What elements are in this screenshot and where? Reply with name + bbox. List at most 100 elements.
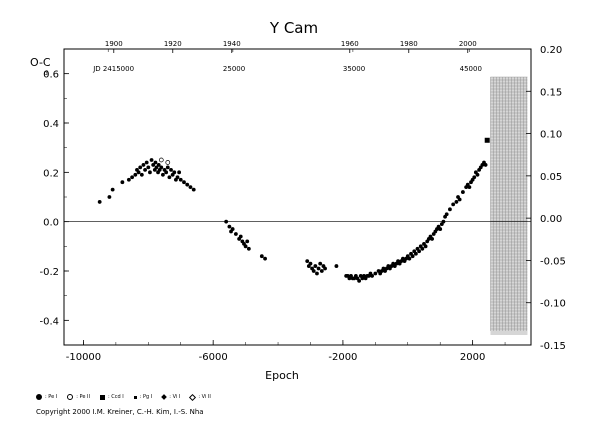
data-point [472,175,477,180]
data-point [245,239,250,244]
data-point [120,180,125,185]
data-point [161,172,165,177]
legend-item: : Ccd I [100,394,124,400]
data-point [154,165,159,170]
legend-item: : Pg I [133,394,152,400]
right-y-tick-label: -0.15 [540,341,566,352]
data-point [191,187,196,192]
data-point [97,200,102,204]
legend-item: : Pe II [67,394,90,400]
legend-marker-icon [133,395,137,399]
data-point [149,158,154,162]
legend-label: : Vi II [198,394,211,400]
legend-label: : Pe II [76,394,90,400]
jd-label: 35000 [343,65,365,73]
data-point [110,187,115,192]
jd-label: 45000 [460,65,482,73]
legend-label: : Ccd I [108,394,124,400]
data-point [175,175,180,180]
data-point [323,266,327,271]
legend-marker-icon [67,394,74,400]
legend-item: : Pe I [36,394,57,400]
top-year-label: 1960 [341,40,359,48]
data-point-open [158,157,164,163]
data-point [319,269,324,273]
data-point-open [165,160,171,165]
data-point [430,237,434,241]
data-point [143,167,147,172]
data-point [313,264,318,268]
legend-marker-icon [36,394,42,400]
data-point [467,185,472,190]
data-point [417,249,422,254]
data-point [172,170,177,175]
data-point [188,185,193,190]
data-point [357,278,362,283]
data-point [138,165,143,170]
copyright-text: Copyright 2000 I.M. Kreiner, C.-H. Kim, … [36,408,204,416]
x-axis-label: Epoch [265,369,299,382]
data-point [238,234,243,239]
data-point [246,246,251,251]
data-point [451,202,456,207]
data-point [441,219,446,224]
data-point [126,177,131,182]
data-point [311,269,316,273]
data-point [305,259,310,264]
data-point [227,224,232,229]
y-tick-label: 0.2 [43,168,59,179]
legend: : Pe I : Pe II : Ccd I : Pg I : Vi I : Vi II [36,393,221,401]
data-point [407,256,412,261]
data-point [185,182,190,187]
data-point [133,172,138,177]
legend-marker-icon [161,394,168,400]
data-point [144,160,149,165]
data-point [159,165,164,170]
data-point [457,197,462,202]
top-year-label: 1900 [105,40,123,48]
data-point [167,175,172,180]
data-point [308,261,313,266]
data-point [153,160,158,165]
right-y-tick-label: -0.05 [540,256,566,267]
data-point [156,163,161,167]
right-y-tick-label: 0.20 [540,45,562,56]
legend-item: : Vi I [161,394,181,400]
right-y-tick-label: 0.15 [540,87,562,98]
data-point [483,163,488,167]
data-point [259,254,264,259]
data-point [148,170,152,175]
data-point [454,200,459,204]
right-y-tick-label: 0.05 [540,172,562,183]
legend-marker-icon [189,393,197,401]
plot-area: -0.4 -0.2 0.0 0.2 0.4 0.6 -0.15 -0.10 -0.05 0.00 0… [39,40,565,363]
legend-marker-icon [100,394,105,400]
legend-label: : Vi I [169,394,181,400]
data-point [224,219,229,224]
data-point [146,165,151,170]
top-year-label: 2000 [459,40,477,48]
x-tick-label: -6000 [199,352,228,363]
y-tick-label: -0.2 [39,267,59,278]
x-tick-label: -10000 [66,352,101,363]
data-point [373,271,378,276]
data-point [165,165,170,170]
data-point [448,207,452,212]
data-point [107,195,112,199]
top-year-label: 1980 [400,40,418,48]
data-point [420,246,425,251]
data-point [130,175,135,180]
data-point-square [484,137,490,143]
data-point [141,163,146,167]
data-point [370,274,374,278]
data-point [139,172,144,177]
y-tick-label: 0.0 [43,218,59,229]
y-tick-label: 0.4 [43,119,59,130]
data-point [438,227,443,231]
data-point [233,232,238,236]
x-tick-label: 2000 [460,352,485,363]
data-point [475,172,480,177]
data-point [316,266,321,271]
right-y-tick-label: 0.10 [540,130,562,141]
